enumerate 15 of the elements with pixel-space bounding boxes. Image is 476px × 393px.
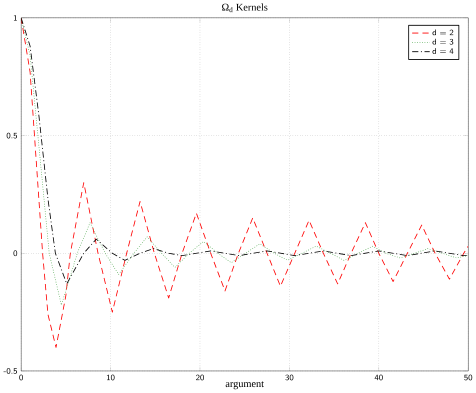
y-tick-label: 1 xyxy=(14,15,17,21)
x-tick-label: 30 xyxy=(285,374,294,381)
x-tick-label: 10 xyxy=(106,374,115,381)
x-tick-label: 50 xyxy=(464,374,472,381)
x-axis-title: argument xyxy=(226,381,264,390)
y-tick-label: 0 xyxy=(13,250,18,256)
legend-label: d = 3 xyxy=(432,38,454,45)
legend-label: d = 4 xyxy=(432,48,454,54)
chart-title: Ω$_{d}$ Kernels xyxy=(222,4,268,12)
x-tick-label: 20 xyxy=(196,374,204,381)
legend-label: d = 2 xyxy=(432,30,454,36)
y-tick-label: -0.5 xyxy=(4,368,18,374)
x-tick-label: 0 xyxy=(19,374,23,381)
y-tick-label: 0.5 xyxy=(6,132,18,139)
x-tick-label: 40 xyxy=(374,374,383,381)
